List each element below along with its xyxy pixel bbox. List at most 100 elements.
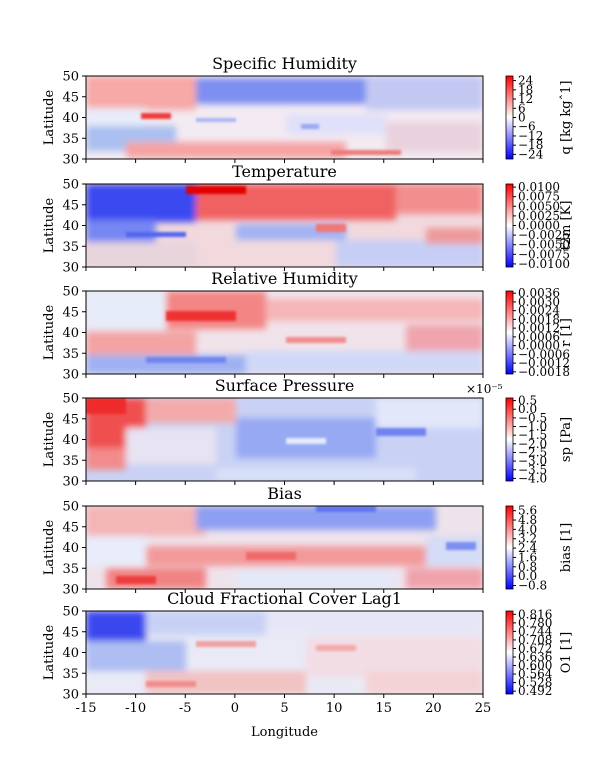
panel-4-heatmap [86, 398, 483, 481]
panel-4-ylabel: Latitude [42, 412, 57, 468]
panel-3-colorbar [505, 290, 514, 375]
panel-6-title: Cloud Fractional Cover Lag1 [167, 589, 402, 608]
colorbar-tick-label: 24 [518, 74, 534, 88]
x-tick-label: -15 [76, 701, 97, 716]
colorbar-tick-label: 0.816 [518, 607, 552, 621]
x-tick-label: -5 [179, 701, 192, 716]
colorbar-tick-label: 0.0075 [518, 190, 560, 204]
y-tick-label: 50 [62, 392, 79, 407]
y-tick-label: 30 [62, 368, 79, 383]
y-tick-label: 40 [62, 111, 79, 126]
colorbar-tick-label: 0.0100 [518, 180, 560, 194]
colorbar-tick-label: 0.672 [518, 641, 552, 655]
colorbar-tick-label: 0.0050 [518, 199, 560, 213]
panel-1-heatmap [86, 76, 483, 159]
y-tick-label: 40 [62, 541, 79, 556]
x-tick-label: 20 [425, 701, 442, 716]
y-tick-label: 45 [62, 520, 79, 535]
colorbar-tick-label: −0.0025 [518, 228, 570, 242]
y-tick-label: 35 [62, 132, 79, 147]
y-tick-label: 40 [62, 646, 79, 661]
panel-1-colorbar [505, 75, 514, 160]
y-tick-label: 35 [62, 347, 79, 362]
y-tick-label: 45 [62, 412, 79, 427]
colorbar-tick-label: 0.636 [518, 650, 552, 664]
x-tick-label: 5 [280, 701, 288, 716]
panel-4-title: Surface Pressure [215, 376, 355, 395]
x-tick-label: 10 [326, 701, 343, 716]
colorbar-tick-label: −0.8 [518, 578, 547, 592]
colorbar-tick-label: 0.564 [518, 667, 553, 681]
panel-3-title: Relative Humidity [211, 269, 358, 288]
colorbar-tick-label: −3.5 [518, 463, 547, 477]
colorbar-tick-label: 0.0012 [518, 321, 560, 335]
colorbar-tick-label: 2.4 [518, 541, 537, 555]
panel-6-ylabel: Latitude [42, 625, 57, 681]
colorbar-tick-label: −18 [518, 138, 543, 152]
colorbar-tick-label: −0.0012 [518, 356, 570, 370]
colorbar-tick-label: 4.8 [518, 513, 537, 527]
panel-2-ylabel: Latitude [42, 198, 57, 254]
x-tick-label: 15 [375, 701, 392, 716]
panel-5-heatmap [86, 506, 483, 589]
colorbar-tick-label: −24 [518, 147, 544, 161]
x-tick-label: 25 [475, 701, 492, 716]
colorbar-tick-label: −2.5 [518, 445, 547, 459]
colorbar-tick-label: −0.0075 [518, 247, 570, 261]
panel-5-ylabel: Latitude [42, 520, 57, 576]
colorbar-tick-label: 0.0000 [518, 339, 560, 353]
colorbar-tick-label: −0.0018 [518, 365, 570, 379]
colorbar-tick-label: 0.780 [518, 616, 552, 630]
panel-2-title: Temperature [232, 162, 337, 181]
colorbar-tick-label: 0.600 [518, 659, 552, 673]
colorbar-tick-label: 4.0 [518, 522, 537, 536]
colorbar-tick-label: 6 [518, 101, 526, 115]
colorbar-tick-label: 0.0024 [518, 304, 560, 318]
panel-3-ylabel: Latitude [42, 305, 57, 361]
colorbar-tick-label: −0.0006 [518, 347, 570, 361]
colorbar-tick-label: −12 [518, 129, 543, 143]
colorbar-tick-label: 18 [518, 83, 533, 97]
y-tick-label: 50 [62, 178, 79, 193]
colorbar-tick-label: 1.6 [518, 550, 537, 564]
y-tick-label: 45 [62, 90, 79, 105]
y-tick-label: 35 [62, 240, 79, 255]
y-tick-label: 50 [62, 70, 79, 85]
colorbar-tick-label: −0.5 [518, 411, 547, 425]
colorbar-tick-label: 0.744 [518, 624, 553, 638]
panel-4-colorbar-offset: ×10⁻⁵ [466, 382, 503, 396]
y-tick-label: 45 [62, 305, 79, 320]
panel-5-title: Bias [267, 484, 302, 503]
panel-1-colorbar-label: q [kg kgˆ1] [559, 81, 574, 155]
panel-4-colorbar-label: sp [Pa] [559, 417, 574, 462]
colorbar-tick-label: −2.0 [518, 437, 547, 451]
colorbar-tick-label: −1.5 [518, 428, 547, 442]
colorbar-tick-label: 0.492 [518, 684, 552, 698]
colorbar-tick-label: 0.0006 [518, 330, 560, 344]
colorbar-tick-label: 0.0 [518, 569, 537, 583]
x-tick-label: -10 [125, 701, 146, 716]
colorbar-tick-label: 5.6 [518, 504, 537, 518]
colorbar-tick-label: 0.0018 [518, 312, 560, 326]
colorbar-tick-label: 0.0000 [518, 219, 560, 233]
panel-4-colorbar [505, 397, 514, 482]
y-tick-label: 50 [62, 285, 79, 300]
panel-2-heatmap [86, 184, 483, 267]
y-tick-label: 30 [62, 261, 79, 276]
y-tick-label: 45 [62, 198, 79, 213]
y-tick-label: 30 [62, 475, 79, 490]
y-tick-label: 40 [62, 433, 79, 448]
panel-6-colorbar [505, 610, 514, 695]
x-axis-label: Longitude [251, 725, 318, 740]
panel-1-ylabel: Latitude [42, 90, 57, 146]
colorbar-tick-label: 12 [518, 92, 533, 106]
colorbar-tick-label: −4.0 [518, 471, 547, 485]
panel-3-colorbar-label: r [1] [559, 318, 574, 347]
colorbar-tick-label: −3.0 [518, 454, 547, 468]
colorbar-tick-label: 0.0030 [518, 295, 560, 309]
colorbar-tick-label: 0 [518, 111, 526, 125]
colorbar-tick-label: −0.0050 [518, 238, 570, 252]
panel-1-title: Specific Humidity [212, 54, 357, 73]
colorbar-tick-label: 0.0036 [518, 286, 560, 300]
panel-5-colorbar [505, 505, 514, 590]
